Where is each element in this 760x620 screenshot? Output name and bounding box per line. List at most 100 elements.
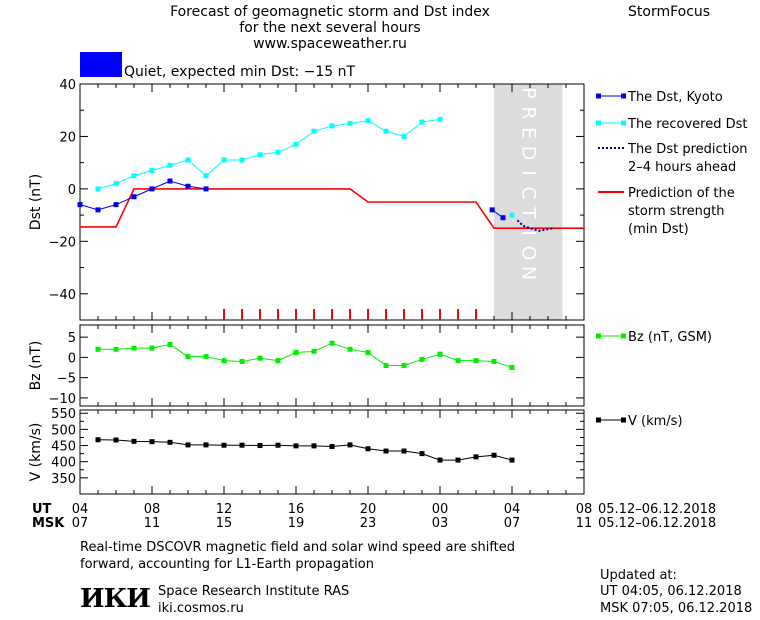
- ut-tick-label: 08: [576, 502, 593, 517]
- legend-symbol: [596, 417, 601, 423]
- recovered-dst-point: [419, 119, 425, 125]
- v-point: [383, 448, 389, 454]
- kyoto-dst-point: [167, 178, 173, 184]
- recovered-dst-point: [383, 128, 389, 134]
- v-point: [275, 442, 281, 448]
- footer-note-line2: forward, accounting for L1-Earth propaga…: [80, 557, 374, 572]
- recovered-dst-point: [95, 186, 101, 192]
- v-ylabel: V (km/s): [28, 423, 44, 482]
- bz-point: [473, 358, 479, 364]
- prediction-letter: T: [518, 206, 540, 219]
- ut-tick-label: 00: [432, 502, 449, 517]
- brand-name: StormFocus: [628, 4, 711, 20]
- kyoto-dst-point: [131, 194, 137, 200]
- v-point: [419, 451, 425, 457]
- bz-point: [113, 346, 119, 352]
- status-color-swatch: [80, 52, 122, 77]
- bz-point: [95, 346, 101, 352]
- v-frame: [79, 409, 585, 495]
- bz-point: [383, 363, 389, 368]
- prediction-letter: N: [518, 266, 540, 280]
- kyoto-dst-point: [77, 202, 83, 208]
- legend-label: The Dst prediction: [627, 142, 748, 157]
- recovered-dst-point: [257, 152, 263, 158]
- legend-label: storm strength: [628, 204, 725, 219]
- dst-ytick-label: −20: [49, 235, 76, 250]
- recovered-dst-point: [311, 128, 317, 134]
- footer-note-line1: Real-time DSCOVR magnetic field and sola…: [80, 540, 516, 555]
- prediction-letter: C: [518, 186, 540, 199]
- prediction-letter: E: [518, 127, 540, 139]
- prediction-letter: I: [518, 170, 540, 176]
- storm-strength-line: [80, 188, 584, 230]
- bz-ytick-label: −10: [49, 392, 76, 407]
- updated-msk: MSK 07:05, 06.12.2018: [600, 601, 753, 616]
- v-point: [239, 442, 245, 448]
- v-ytick-label: 550: [51, 407, 76, 422]
- kyoto-dst-point: [149, 186, 155, 192]
- bz-point: [437, 351, 443, 357]
- bz-point: [293, 350, 299, 356]
- recovered-dst-point: [221, 157, 227, 163]
- bz-point: [509, 365, 515, 371]
- dst-ylabel: Dst (nT): [28, 174, 44, 230]
- msk-tick-label: 07: [504, 516, 521, 531]
- recovered-dst-point: [275, 149, 281, 155]
- v-ytick-label: 450: [51, 440, 76, 455]
- ut-tick-label: 12: [216, 502, 233, 517]
- chart-title-line2: for the next several hours: [239, 20, 421, 36]
- legend-symbol: [621, 120, 626, 126]
- legend-label: (min Dst): [628, 222, 689, 237]
- v-point: [347, 442, 353, 448]
- bz-point: [167, 341, 173, 347]
- prediction-letter: D: [518, 146, 540, 161]
- msk-tick-label: 03: [432, 516, 449, 531]
- bz-point: [221, 358, 227, 364]
- v-point: [293, 443, 299, 449]
- v-line: [97, 439, 513, 461]
- legend-symbol: [596, 120, 601, 126]
- legend-symbol: [621, 333, 626, 339]
- bz-point: [149, 345, 155, 351]
- v-point: [509, 457, 515, 463]
- website-link[interactable]: www.spaceweather.ru: [253, 36, 407, 52]
- msk-tick-label: 15: [216, 516, 233, 531]
- v-point: [149, 439, 155, 445]
- recovered-dst-point: [185, 157, 191, 163]
- bz-ytick-label: −5: [57, 372, 76, 387]
- ut-tick-label: 04: [72, 502, 89, 517]
- status-text: Quiet, expected min Dst: −15 nT: [124, 64, 356, 80]
- bz-point: [275, 358, 281, 364]
- bz-point: [257, 355, 263, 361]
- v-point: [113, 437, 119, 443]
- kyoto-dst-point: [95, 207, 101, 213]
- recovered-dst-point: [437, 116, 443, 122]
- bz-ylabel: Bz (nT): [28, 341, 44, 391]
- institute-site-link[interactable]: iki.cosmos.ru: [158, 601, 244, 616]
- legend-label: Bz (nT, GSM): [628, 330, 712, 345]
- dst-prediction-line: [516, 219, 554, 232]
- legend-symbol: [596, 333, 601, 339]
- prediction-letter: R: [518, 106, 540, 119]
- ut-tick-label: 08: [144, 502, 161, 517]
- legend-symbol: [621, 93, 626, 99]
- v-ytick-label: 500: [51, 423, 76, 438]
- msk-tick-label: 07: [72, 516, 89, 531]
- legend-label: The Dst, Kyoto: [627, 90, 723, 105]
- prediction-letter: P: [518, 87, 540, 98]
- v-point: [95, 437, 101, 443]
- bz-point: [419, 356, 425, 362]
- v-point: [473, 454, 479, 460]
- legend-label: V (km/s): [628, 414, 683, 429]
- v-point: [167, 439, 173, 445]
- recovered-dst-point: [149, 168, 155, 174]
- v-point: [437, 457, 443, 463]
- bz-ytick-label: 5: [68, 331, 76, 346]
- ut-axis-label: UT: [32, 502, 52, 517]
- updated-label: Updated at:: [600, 568, 677, 583]
- kyoto-dst-point: [113, 202, 119, 208]
- legend-symbol: [596, 93, 601, 99]
- msk-tick-label: 11: [576, 516, 593, 531]
- v-point: [401, 448, 407, 454]
